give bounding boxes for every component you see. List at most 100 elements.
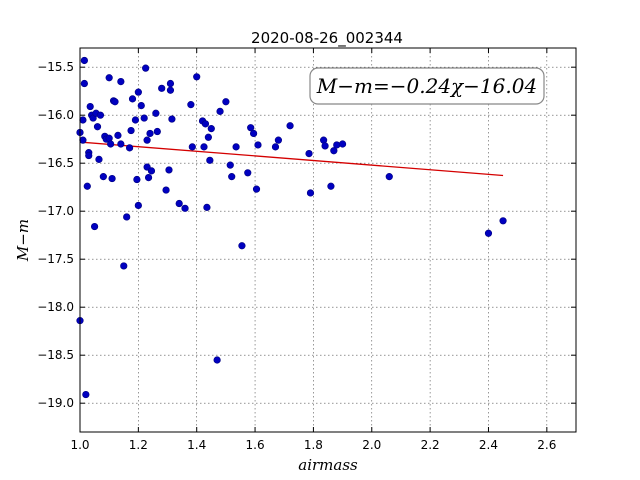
data-point	[204, 133, 212, 141]
x-tick-label: 1.0	[70, 438, 89, 452]
data-point	[99, 173, 107, 181]
data-point	[134, 88, 142, 96]
y-axis-label: M−m	[14, 219, 32, 262]
ticks-layer: 1.0 1.2 1.4 1.6 1.8 2.0 2.2 2.4 2.6 −15.5 −16.0 −16…	[37, 48, 576, 452]
x-axis-label: airmass	[298, 456, 358, 474]
data-point	[85, 151, 93, 160]
data-point	[140, 114, 148, 122]
data-point	[126, 144, 134, 152]
data-point	[330, 147, 338, 155]
data-point	[79, 136, 87, 144]
data-point	[166, 86, 175, 94]
fit-annotation: M−m=−0.24χ−16.04	[309, 67, 545, 105]
data-point	[271, 143, 280, 151]
data-point	[247, 124, 255, 132]
plot-frame	[79, 47, 577, 433]
data-point	[252, 185, 261, 193]
y-tick-label: −16.5	[37, 156, 74, 170]
data-point	[232, 143, 240, 151]
data-point	[114, 131, 122, 139]
data-point	[200, 143, 208, 151]
data-point	[123, 213, 131, 221]
data-point	[228, 173, 236, 181]
data-point	[175, 199, 183, 208]
data-point	[147, 167, 156, 175]
fit-line	[79, 141, 504, 177]
data-point	[79, 116, 87, 124]
x-tick-label: 2.6	[537, 438, 556, 452]
y-tick-label: −17.0	[37, 204, 74, 218]
data-point	[207, 125, 215, 133]
data-point	[93, 123, 102, 131]
grid-layer	[79, 48, 576, 432]
data-point	[321, 142, 329, 150]
data-point	[90, 222, 99, 231]
data-point	[142, 64, 150, 72]
data-point	[213, 356, 221, 364]
data-point	[222, 98, 230, 106]
data-point	[107, 140, 115, 148]
annotation-box	[309, 67, 545, 105]
data-point	[133, 175, 141, 184]
data-point	[165, 166, 173, 174]
fit-layer	[79, 141, 504, 177]
data-point	[131, 116, 140, 124]
data-point	[333, 141, 341, 149]
data-point	[146, 129, 154, 138]
data-point	[117, 140, 125, 148]
data-point	[105, 74, 113, 82]
data-point	[274, 136, 283, 144]
data-point	[152, 109, 160, 117]
data-point	[80, 79, 88, 88]
data-point	[499, 217, 507, 225]
chart-title: 2020-08-26_002344	[251, 29, 403, 48]
data-point	[143, 136, 151, 144]
data-point	[238, 242, 246, 250]
y-tick-label: −15.5	[37, 60, 74, 74]
data-point	[201, 120, 210, 128]
data-point	[86, 102, 94, 111]
data-point	[244, 169, 252, 177]
data-point	[327, 182, 335, 190]
y-tick-label: −19.0	[37, 396, 74, 410]
data-point	[80, 56, 88, 65]
data-point	[250, 129, 258, 138]
x-tick-label: 1.4	[187, 438, 206, 452]
data-point	[82, 390, 90, 399]
data-point	[254, 141, 262, 149]
data-point	[385, 173, 393, 181]
data-point	[117, 77, 125, 86]
data-point	[120, 262, 128, 270]
data-point	[162, 186, 170, 194]
data-point	[158, 84, 166, 92]
data-point	[338, 140, 347, 148]
data-point	[96, 111, 105, 119]
y-tick-label: −17.5	[37, 252, 74, 266]
data-point	[153, 127, 161, 136]
data-point	[216, 107, 224, 115]
data-point	[305, 150, 313, 158]
x-tick-label: 2.4	[479, 438, 498, 452]
data-point	[111, 98, 119, 106]
data-point	[286, 122, 294, 130]
y-tick-label: −18.5	[37, 348, 74, 362]
data-point	[127, 126, 135, 135]
data-point	[134, 201, 142, 210]
data-point	[203, 203, 211, 211]
data-point	[83, 182, 91, 190]
x-tick-label: 2.0	[362, 438, 381, 452]
data-point	[144, 174, 153, 182]
data-point	[484, 229, 493, 237]
x-tick-label: 1.8	[304, 438, 323, 452]
data-point	[137, 101, 145, 110]
y-tick-label: −16.0	[37, 108, 74, 122]
data-point	[168, 115, 176, 123]
data-point	[128, 95, 137, 103]
data-point	[166, 79, 175, 88]
data-point	[306, 189, 315, 197]
data-point	[95, 155, 103, 163]
x-tick-label: 1.6	[246, 438, 265, 452]
data-point	[226, 161, 234, 169]
